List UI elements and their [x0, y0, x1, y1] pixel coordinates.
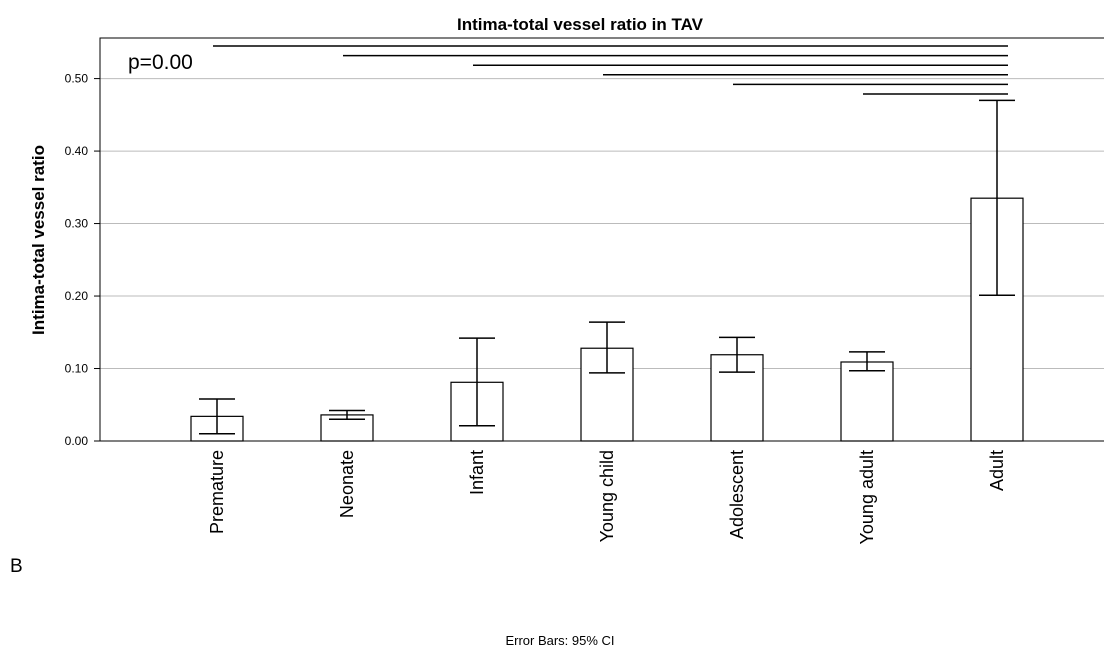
y-tick-label: 0.00	[65, 434, 89, 448]
x-tick-label: Young child	[597, 450, 617, 542]
y-tick-label: 0.10	[65, 362, 89, 376]
chart-title: Intima-total vessel ratio in TAV	[457, 15, 704, 34]
y-tick-label: 0.40	[65, 144, 89, 158]
p-value: p=0.00	[128, 51, 193, 74]
x-tick-label: Adolescent	[727, 450, 747, 539]
y-tick-label: 0.20	[65, 289, 89, 303]
y-axis-label: Intima-total vessel ratio	[29, 145, 48, 335]
y-tick-label: 0.30	[65, 217, 89, 231]
x-tick-label: Adult	[987, 450, 1007, 491]
bar	[840, 361, 894, 442]
x-tick-label: Young adult	[857, 450, 877, 544]
y-tick-label: 0.50	[65, 72, 89, 86]
x-tick-label: Infant	[467, 450, 487, 495]
x-tick-label: Neonate	[337, 450, 357, 518]
panel-label: B	[10, 556, 23, 577]
footnote: Error Bars: 95% CI	[505, 633, 614, 648]
x-tick-label: Premature	[207, 450, 227, 534]
